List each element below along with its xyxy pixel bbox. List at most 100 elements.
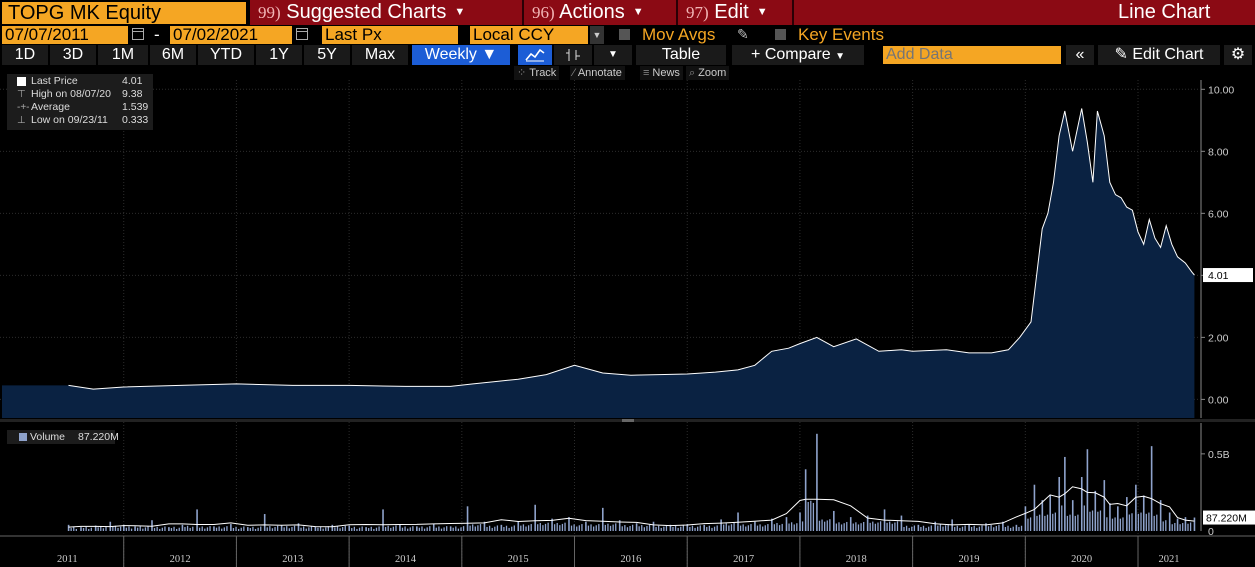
volume-bar [944, 525, 947, 531]
volume-bar [513, 525, 515, 531]
volume-bar [742, 524, 744, 531]
volume-bar [920, 526, 922, 531]
compare-button[interactable]: + Compare ▼ [732, 45, 864, 65]
collapse-icon[interactable]: « [1066, 45, 1094, 65]
price-field-select[interactable]: Last Px [322, 26, 458, 44]
security-ticker[interactable]: TOPG MK Equity [2, 2, 246, 24]
volume-bar [995, 525, 997, 531]
volume-bar [598, 524, 600, 531]
volume-bar [1187, 523, 1189, 531]
volume-legend[interactable]: Volume 87.220M [7, 430, 119, 444]
suggested-charts-menu[interactable]: 99) Suggested Charts ▼ [258, 0, 465, 25]
volume-bar [1046, 514, 1049, 531]
bar-chart-icon[interactable] [554, 45, 592, 65]
calendar-icon[interactable] [296, 28, 308, 40]
volume-bar [443, 527, 445, 531]
volume-bar [1193, 517, 1196, 531]
edit-chart-button[interactable]: ✎ Edit Chart [1098, 45, 1220, 65]
volume-bar [88, 528, 90, 531]
volume-bar [759, 524, 761, 531]
volume-bar [728, 525, 730, 531]
volume-bar [1150, 446, 1153, 531]
volume-bar [585, 521, 587, 531]
period-button[interactable]: Max [352, 45, 408, 65]
key-events-label: Key Events [798, 25, 884, 44]
period-button[interactable]: 5Y [304, 45, 350, 65]
edit-menu[interactable]: 97) Edit ▼ [686, 0, 768, 25]
volume-bar [866, 515, 869, 531]
menu-divider [522, 0, 524, 25]
year-label: 2013 [282, 554, 303, 565]
volume-bar [697, 526, 699, 531]
period-button[interactable]: YTD [198, 45, 254, 65]
period-button[interactable]: 6M [150, 45, 196, 65]
volume-bar [407, 528, 409, 531]
annotate-tool[interactable]: ⁄ Annotate [570, 66, 625, 80]
volume-bar [353, 526, 356, 531]
menu-number: 99) [258, 3, 281, 22]
mov-avgs-checkbox[interactable] [619, 29, 630, 40]
volume-bar [136, 527, 139, 531]
volume-bar [840, 524, 843, 531]
volume-bar [609, 525, 612, 531]
key-events-checkbox[interactable] [775, 29, 786, 40]
volume-bar [178, 527, 180, 531]
chevron-down-icon[interactable]: ▼ [594, 45, 632, 65]
legend-swatch [17, 77, 26, 86]
end-date-field[interactable]: 07/02/2021 [170, 26, 292, 44]
volume-bar [648, 524, 651, 531]
volume-bar [1077, 514, 1079, 531]
volume-bar [720, 519, 722, 531]
pencil-icon[interactable]: ✎ [737, 26, 749, 42]
volume-bar [184, 526, 186, 531]
volume-bar [793, 524, 795, 531]
volume-bar [206, 527, 209, 531]
start-date-field[interactable]: 07/07/2011 [2, 26, 128, 44]
period-button[interactable]: 1M [98, 45, 148, 65]
line-chart-icon[interactable] [518, 45, 552, 65]
volume-bar [128, 526, 130, 531]
add-data-input[interactable] [883, 46, 1061, 64]
volume-bar [198, 527, 201, 531]
volume-bar [631, 524, 634, 531]
price-volume-chart: 10.008.006.004.002.000.004.01 0.5B087.22… [0, 80, 1255, 567]
volume-bar [1074, 515, 1076, 531]
volume-bar [745, 526, 747, 531]
calendar-icon[interactable] [132, 28, 144, 40]
volume-bar [283, 527, 285, 531]
volume-bar [595, 525, 597, 531]
volume-bars [67, 433, 1196, 531]
legend-value: 9.38 [122, 88, 143, 100]
chevron-down-icon[interactable]: ▼ [590, 26, 604, 44]
currency-select[interactable]: Local CCY [470, 26, 588, 44]
volume-average-line [68, 486, 1195, 528]
volume-bar [189, 527, 191, 531]
period-button[interactable]: 1Y [256, 45, 302, 65]
actions-menu[interactable]: 96) Actions ▼ [532, 0, 644, 25]
volume-y-axis: 0.5B 087.220M [1200, 423, 1255, 538]
volume-bar [764, 525, 766, 531]
gear-icon[interactable]: ⚙ [1224, 45, 1252, 65]
volume-bar [1058, 477, 1061, 531]
news-tool[interactable]: ≡ News [640, 66, 683, 80]
volume-bar [479, 524, 482, 531]
volume-bar [826, 520, 828, 531]
frequency-select[interactable]: Weekly ▼ [412, 45, 510, 65]
track-tool[interactable]: ⁘ Track [514, 66, 560, 80]
annotate-icon: ⁄ [573, 67, 575, 79]
year-label: 2019 [958, 554, 979, 565]
price-legend[interactable]: Last Price 4.01 ⊤ High on 08/07/20 9.38 -+-… [7, 74, 153, 130]
period-button[interactable]: 1D [2, 45, 48, 65]
menu-number: 97) [686, 3, 709, 22]
volume-bar [344, 525, 346, 531]
volume-bar [638, 526, 640, 531]
volume-bar [1126, 497, 1128, 531]
volume-bar [446, 526, 448, 531]
volume-bar [319, 526, 322, 531]
volume-bar [773, 524, 776, 531]
chevron-down-icon: ▼ [454, 6, 466, 19]
volume-bar [472, 524, 474, 531]
zoom-tool[interactable]: ⌕ Zoom [686, 66, 730, 80]
period-button[interactable]: 3D [50, 45, 96, 65]
table-button[interactable]: Table [636, 45, 726, 65]
